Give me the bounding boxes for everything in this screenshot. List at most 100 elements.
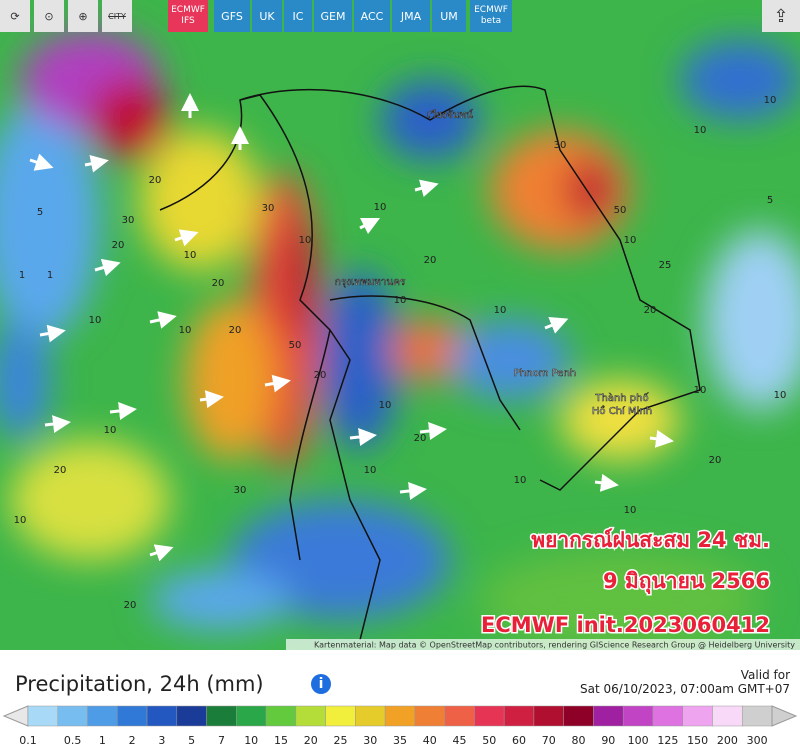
contour-label: 20 <box>424 255 437 266</box>
borders <box>159 85 701 641</box>
scale-label: 100 <box>628 734 649 747</box>
contour-label: 50 <box>289 340 302 351</box>
contour-label: 10 <box>494 305 507 316</box>
model-label: ECMWF <box>171 5 205 15</box>
model-label: IC <box>292 9 304 23</box>
scale-label: 125 <box>657 734 678 747</box>
scale-label: 2 <box>129 734 136 747</box>
scale-color <box>533 705 564 727</box>
scale-color <box>206 705 237 727</box>
model-button[interactable]: UM <box>432 0 466 32</box>
contour-label: 10 <box>514 475 527 486</box>
contour-labels: 20 30 20 1 1 5 10 10 20 10 20 30 10 50 20 10 20 10 10 20 10 3… <box>14 95 787 611</box>
contour-label: 10 <box>774 390 787 401</box>
contour-label: 5 <box>767 195 773 206</box>
scale-label: 90 <box>601 734 615 747</box>
scale-label: 1 <box>99 734 106 747</box>
wind-arrows <box>29 93 674 562</box>
scale-color <box>236 705 267 727</box>
model-button[interactable]: ECMWF IFS <box>168 0 208 32</box>
scale-color <box>355 705 386 727</box>
place-label: Thành phố <box>594 392 648 404</box>
precip-field <box>0 30 800 650</box>
contour-label: 1 <box>19 270 25 281</box>
contour-label: 1 <box>47 270 53 281</box>
model-button[interactable]: UK <box>252 0 282 32</box>
zoom-button[interactable]: ⊕ <box>68 0 98 32</box>
scale-label: 35 <box>393 734 407 747</box>
contour-label: 10 <box>179 325 192 336</box>
model-button[interactable]: GFS <box>214 0 250 32</box>
model-button[interactable]: ECMWF beta <box>470 0 512 32</box>
contour-label: 50 <box>614 205 627 216</box>
contour-label: 10 <box>624 505 637 516</box>
overlay-text: พยากรณ์ฝนสะสม 24 ชม. <box>531 528 770 552</box>
contour-label: 10 <box>694 385 707 396</box>
model-label: UM <box>440 9 458 23</box>
scale-color <box>87 705 118 727</box>
scale-label: 7 <box>218 734 225 747</box>
footer-title: Precipitation, 24h (mm) <box>15 672 264 696</box>
model-label: GFS <box>221 9 243 23</box>
scale-color <box>503 705 535 727</box>
scale-color <box>444 705 475 727</box>
share-button[interactable]: ⇪ <box>762 0 800 32</box>
contour-label: 10 <box>374 202 387 213</box>
scale-label: 150 <box>687 734 708 747</box>
model-label: ECMWF <box>474 5 508 15</box>
contour-label: 10 <box>184 250 197 261</box>
place-label: เวียงจันทน์ <box>427 109 473 121</box>
contour-label: 20 <box>709 455 722 466</box>
forecast-overlay: พยากรณ์ฝนสะสม 24 ชม. 9 มิถุนายน 2566 ECMWF… <box>480 527 772 639</box>
contour-label: 10 <box>89 315 102 326</box>
contour-label: 20 <box>212 278 225 289</box>
contour-label: 20 <box>414 433 427 444</box>
contour-label: 5 <box>37 207 43 218</box>
scale-color <box>57 705 88 727</box>
contour-label: 20 <box>54 465 67 476</box>
contour-label: 30 <box>234 485 247 496</box>
contour-label: 10 <box>694 125 707 136</box>
scale-label: 20 <box>304 734 318 747</box>
scale-color <box>622 705 654 727</box>
contour-label: 10 <box>379 400 392 411</box>
overlay-text: ECMWF init.2023060412 <box>481 613 770 637</box>
contour-label: 10 <box>104 425 117 436</box>
contour-label: 30 <box>262 203 275 214</box>
contour-label: 10 <box>764 95 777 106</box>
scale-color <box>414 705 445 727</box>
valid-label: Valid for <box>740 668 790 682</box>
scale-label: 60 <box>512 734 526 747</box>
model-button[interactable]: GEM <box>314 0 352 32</box>
valid-block: Valid for Sat 06/10/2023, 07:00am GMT+07 <box>580 668 790 696</box>
contour-label: 20 <box>112 240 125 251</box>
model-button[interactable]: ACC <box>354 0 390 32</box>
scale-color <box>563 705 594 727</box>
scale-color <box>295 705 326 727</box>
contour-label: 20 <box>124 600 137 611</box>
scale-color <box>117 705 148 727</box>
scale-label: 80 <box>572 734 586 747</box>
place-label: Phnom Penh <box>514 368 576 379</box>
contour-label: 20 <box>229 325 242 336</box>
model-label: beta <box>480 16 502 26</box>
model-button[interactable]: IC <box>284 0 312 32</box>
scale-color <box>593 705 624 727</box>
location-button[interactable]: ⊙ <box>34 0 64 32</box>
model-label: JMA <box>400 9 422 23</box>
model-label: GEM <box>320 9 346 23</box>
scale-arrow-left <box>2 705 29 727</box>
valid-time: Sat 06/10/2023, 07:00am GMT+07 <box>579 682 790 696</box>
contour-label: 30 <box>554 140 567 151</box>
model-button[interactable]: JMA <box>392 0 430 32</box>
contour-label: 25 <box>659 260 672 271</box>
info-button[interactable]: i <box>311 674 331 694</box>
scale-color <box>146 705 178 727</box>
scale-color <box>712 705 743 727</box>
reload-button[interactable]: ⟳ <box>0 0 30 32</box>
city-button[interactable]: CITY <box>102 0 132 32</box>
place-label: Hồ Chí Minh <box>592 405 652 417</box>
contour-label: 20 <box>644 305 657 316</box>
